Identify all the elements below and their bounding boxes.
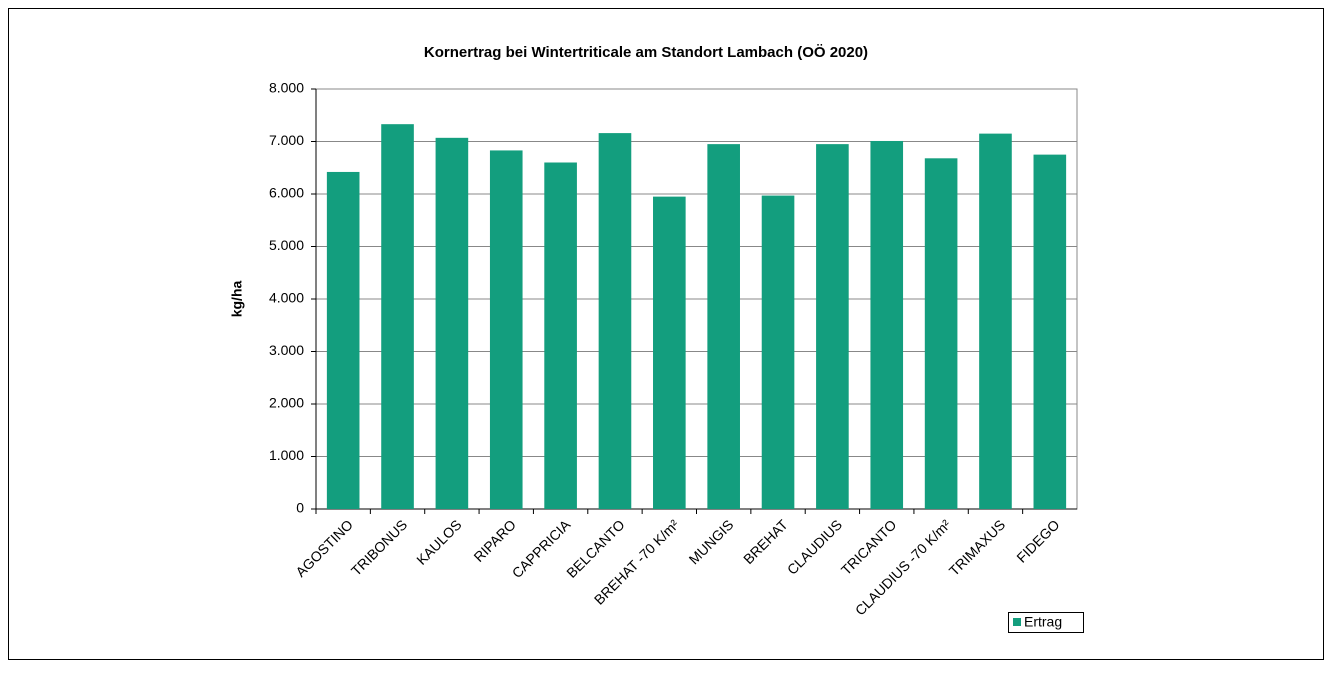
bar (979, 133, 1012, 509)
legend-label: Ertrag (1024, 614, 1062, 630)
bar (435, 137, 469, 509)
y-tick-label: 6.000 (269, 185, 304, 201)
chart-title: Kornertrag bei Wintertriticale am Stando… (424, 44, 868, 61)
y-tick-label: 7.000 (269, 132, 304, 148)
bar (326, 171, 360, 509)
bar (816, 144, 849, 509)
legend-box (1008, 612, 1084, 633)
bar (707, 144, 740, 509)
y-tick-label: 8.000 (269, 80, 304, 96)
y-tick-label: 3.000 (269, 342, 304, 358)
bar (381, 124, 414, 510)
legend-swatch (1013, 618, 1021, 626)
bar (598, 133, 632, 509)
y-tick-label: 2.000 (269, 395, 304, 411)
bar (870, 140, 904, 509)
bar (653, 196, 686, 509)
y-tick-label: 4.000 (269, 290, 304, 306)
y-tick-label: 0 (296, 500, 304, 516)
y-tick-label: 1.000 (269, 447, 304, 463)
y-axis-label: kg/ha (229, 281, 245, 318)
bar (544, 162, 577, 509)
bar (489, 150, 523, 510)
y-tick-label: 5.000 (269, 237, 304, 253)
bar (761, 195, 795, 509)
bar (924, 158, 958, 510)
bar (1033, 154, 1067, 509)
